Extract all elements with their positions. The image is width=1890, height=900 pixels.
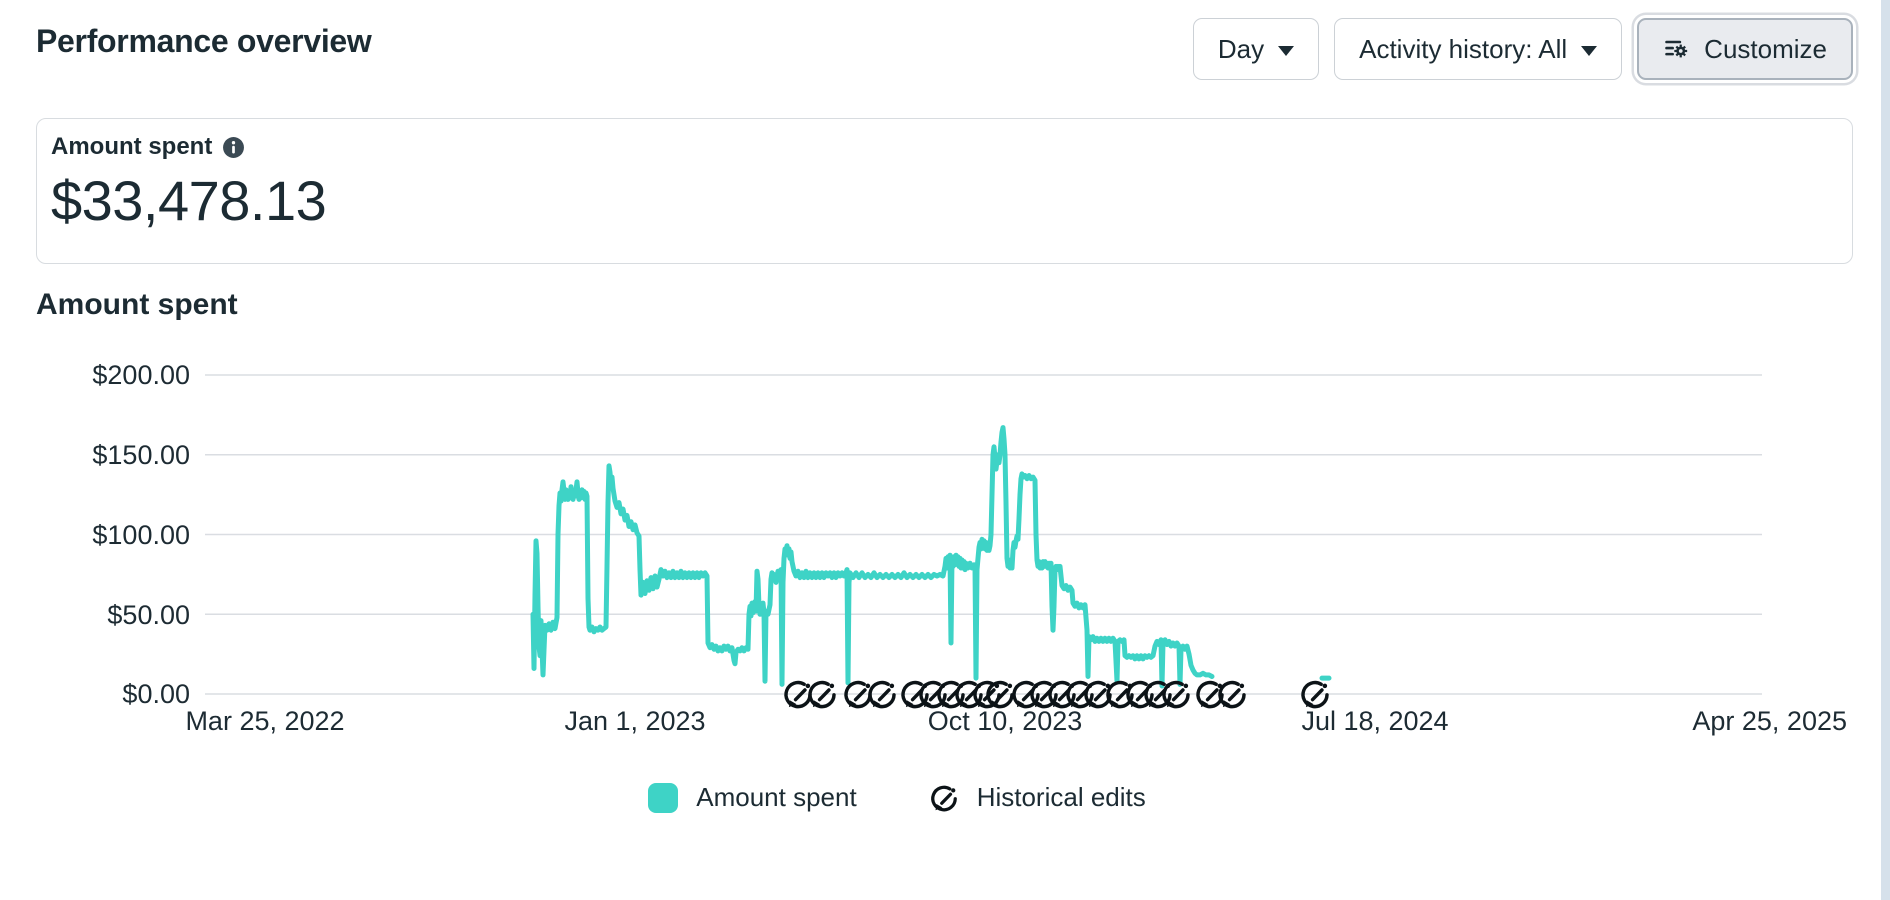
amount-spent-legend-swatch[interactable]: [648, 782, 679, 813]
y-axis-tick: $150.00: [92, 440, 190, 470]
metric-value: $33,478.13: [51, 169, 327, 232]
amount-spent-legend-label: Amount spent: [696, 782, 857, 812]
historical-edits-icon[interactable]: [929, 783, 959, 813]
historical-edits-legend-label: Historical edits: [976, 782, 1146, 812]
x-axis-tick: Jan 1, 2023: [564, 706, 706, 736]
x-axis-tick: Jul 18, 2024: [1301, 706, 1449, 736]
chevron-down-icon: [1278, 45, 1295, 56]
y-axis-tick: $0.00: [122, 679, 190, 709]
info-icon[interactable]: [222, 136, 245, 159]
amount-spent-card: Amount spent $33,478.13: [36, 118, 1853, 264]
chart-plot: [205, 374, 1762, 709]
settings-sliders-icon: [1665, 40, 1688, 58]
y-axis-tick: $50.00: [107, 600, 190, 630]
x-axis-tick: Oct 10, 2023: [927, 706, 1083, 736]
chart-section-title: Amount spent: [36, 288, 238, 321]
chevron-down-icon: [1581, 45, 1598, 56]
customize-button[interactable]: Customize: [1637, 18, 1853, 80]
y-axis-tick: $200.00: [92, 360, 190, 390]
time-granularity-label: Day: [1217, 33, 1265, 64]
x-axis-tick: Mar 25, 2022: [185, 706, 345, 736]
performance-overview-header: Performance overview Day Activity histor…: [0, 0, 1890, 82]
scrollbar-thumb[interactable]: [1881, 0, 1890, 900]
chart-legend: Amount spent Historical edits: [0, 782, 1842, 813]
x-axis-tick: Apr 25, 2025: [1692, 706, 1847, 736]
metric-label: Amount spent: [51, 133, 213, 160]
activity-history-label: Activity history: All: [1359, 33, 1568, 64]
chart-toolbar: Day Activity history: All Customize: [1192, 18, 1853, 80]
customize-label: Customize: [1704, 33, 1827, 64]
page-title: Performance overview: [36, 23, 372, 59]
amount-spent-chart[interactable]: $200.00 $150.00 $100.00 $50.00 $0.00 Mar…: [0, 330, 1890, 755]
y-axis-tick: $100.00: [92, 520, 190, 550]
activity-history-dropdown[interactable]: Activity history: All: [1334, 18, 1623, 80]
time-granularity-dropdown[interactable]: Day: [1192, 18, 1320, 80]
